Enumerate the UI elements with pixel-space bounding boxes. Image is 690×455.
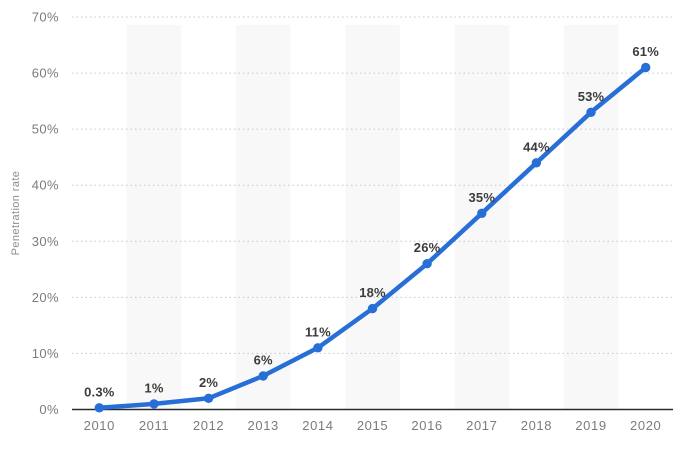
data-label: 26% — [414, 240, 441, 255]
data-label: 11% — [305, 324, 331, 339]
x-tick-label: 2010 — [84, 418, 115, 433]
x-tick-label: 2019 — [575, 418, 606, 433]
y-tick-label: 50% — [32, 122, 59, 137]
y-tick-label: 70% — [32, 10, 59, 25]
data-point[interactable] — [94, 403, 105, 413]
data-points — [94, 62, 651, 413]
data-point[interactable] — [477, 208, 487, 218]
data-label: 0.3% — [84, 384, 115, 399]
data-point[interactable] — [313, 343, 323, 353]
y-tick-label: 0% — [39, 402, 59, 417]
data-label: 35% — [468, 190, 495, 205]
x-tick-label: 2020 — [630, 418, 661, 433]
plot-band — [563, 25, 619, 410]
y-tick-label: 20% — [32, 290, 59, 305]
data-label: 2% — [199, 375, 218, 390]
x-tick-label: 2014 — [302, 418, 333, 433]
data-point[interactable] — [422, 259, 432, 269]
x-tick-label: 2011 — [139, 418, 169, 433]
data-labels: 0.3% 1% 2% 6% 11% 18% 26% 35% 44% 53% 61% — [84, 44, 659, 399]
x-tick-label: 2016 — [411, 418, 442, 433]
x-tick-label: 2015 — [357, 418, 388, 433]
plot-band — [126, 25, 182, 410]
plot-band — [345, 25, 400, 410]
data-point[interactable] — [641, 62, 651, 73]
data-point[interactable] — [531, 158, 542, 168]
x-tick-label: 2017 — [466, 418, 497, 433]
data-point[interactable] — [367, 303, 378, 314]
data-label: 53% — [578, 89, 605, 104]
data-label: 44% — [523, 139, 550, 154]
x-tick-label: 2013 — [248, 418, 279, 433]
y-axis-title: Penetration rate — [10, 171, 22, 256]
plot-band — [235, 25, 291, 410]
data-point[interactable] — [149, 399, 159, 409]
x-tick-label: 2018 — [521, 418, 552, 433]
y-tick-label: 10% — [32, 346, 59, 361]
data-label: 6% — [254, 352, 273, 367]
y-tick-label: 60% — [32, 66, 59, 81]
data-label: 18% — [359, 285, 386, 300]
y-tick-label: 30% — [32, 234, 59, 249]
data-point[interactable] — [586, 107, 596, 118]
y-axis-labels: 0% 10% 20% 30% 40% 50% 60% 70% — [32, 10, 59, 418]
data-label: 1% — [144, 380, 163, 395]
data-point[interactable] — [258, 371, 268, 381]
data-point[interactable] — [203, 393, 214, 403]
y-tick-label: 40% — [32, 178, 59, 193]
data-label: 61% — [632, 44, 659, 59]
x-axis-labels: 2010 2011 2012 2013 2014 2015 2016 2017 2018 2019… — [84, 418, 661, 433]
x-tick-label: 2012 — [193, 418, 224, 433]
